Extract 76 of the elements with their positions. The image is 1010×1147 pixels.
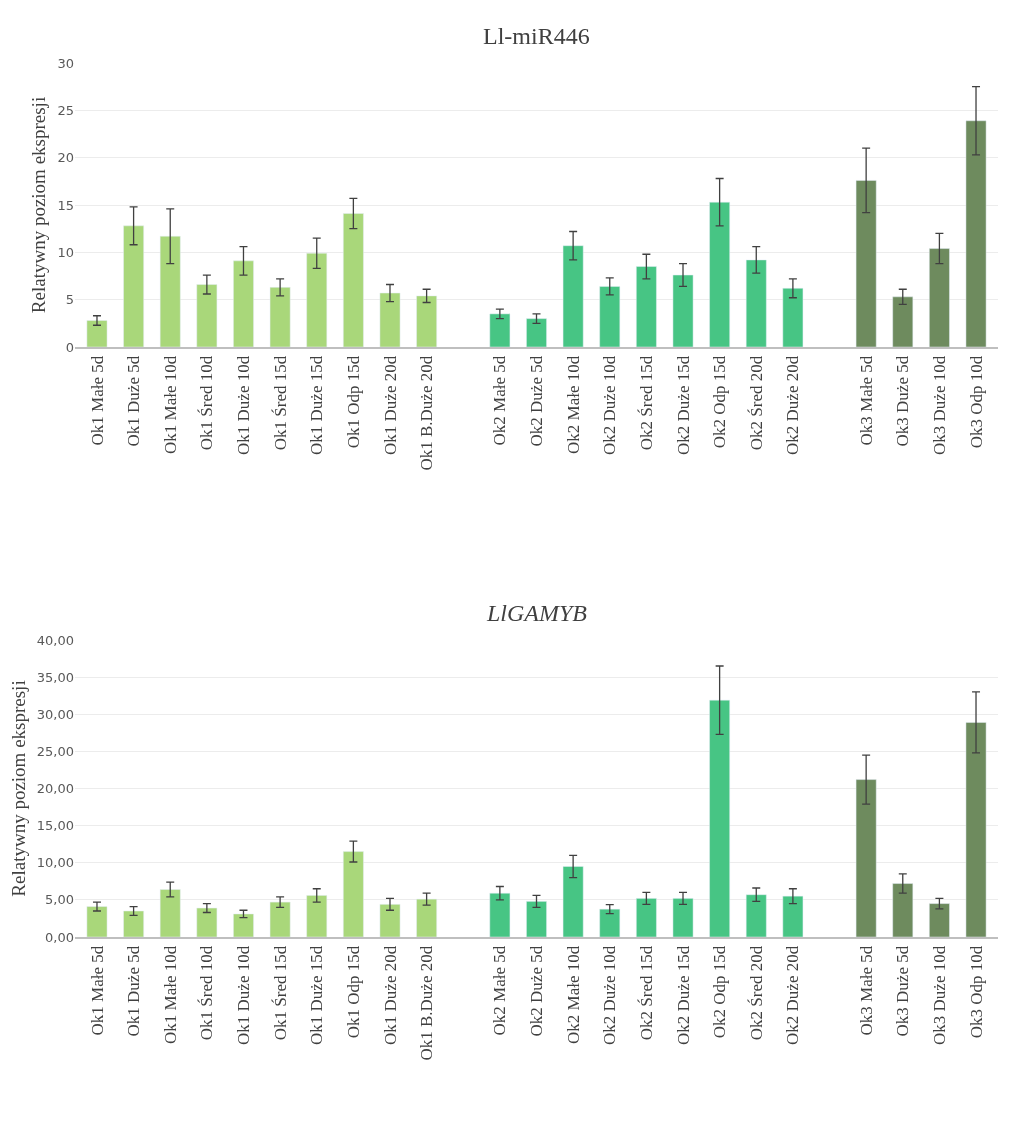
x-tick-label: Ok1 Duże 15d: [307, 945, 327, 1045]
x-tick-label: Ok1 Duże 20d: [380, 355, 400, 455]
y-tick-label: 0: [65, 339, 74, 355]
x-tick-label: Ok1 Śred 10d: [197, 945, 217, 1041]
x-tick-label: Ok3 Duże 5d: [893, 945, 913, 1037]
y-tick-label: 20: [57, 150, 74, 166]
x-tick-label: Ok3 Duże 10d: [929, 945, 949, 1045]
y-tick-label: 30: [57, 55, 74, 71]
bar: [379, 904, 401, 937]
x-tick-label: Ok2 Śred 15d: [636, 355, 656, 451]
y-tick-label: 30,00: [36, 706, 74, 722]
bar: [123, 910, 144, 937]
y-tick-label: 35,00: [36, 669, 74, 685]
y-tick-label: 20,00: [36, 781, 74, 797]
x-tick-label: Ok2 Śred 20d: [746, 945, 766, 1041]
x-tick-label: Ok3 Odp 10d: [966, 945, 986, 1039]
x-tick-label: Ok1 Duże 10d: [234, 355, 253, 455]
x-tick-label: Ok1 Odp 15d: [343, 355, 363, 449]
chart-title: LlGAMYB: [486, 600, 588, 626]
x-tick-label: Ok1 Małe 5d: [87, 945, 107, 1036]
x-tick-label: Ok2 Duże 10d: [600, 355, 620, 455]
x-tick-label: Ok3 Małe 5d: [856, 355, 876, 446]
bar: [86, 906, 108, 937]
x-tick-label: Ok1 Śred 10d: [197, 355, 217, 451]
bar: [86, 320, 108, 347]
x-tick-label: Ok3 Duże 10d: [929, 355, 949, 455]
x-tick-label: Ok1 Duże 15d: [307, 355, 327, 455]
x-tick-label: Ok3 Duże 5d: [893, 355, 913, 447]
x-tick-label: Ok1 Duże 10d: [234, 945, 253, 1045]
x-tick-label: Ok1 Małe 5d: [87, 355, 107, 446]
x-tick-label: Ok3 Małe 5d: [856, 945, 876, 1036]
y-tick-label: 25,00: [36, 743, 74, 759]
y-tick-label: 40,00: [36, 632, 74, 648]
y-tick-label: 15,00: [36, 818, 74, 834]
bar: [489, 313, 511, 347]
y-tick-label: 5: [65, 292, 74, 308]
x-tick-label: Ok2 Małe 5d: [490, 355, 510, 446]
x-tick-label: Ok2 Małe 10d: [563, 355, 583, 455]
x-tick-label: Ok2 Duże 20d: [783, 945, 803, 1045]
bar: [929, 903, 950, 937]
x-tick-label: Ok2 Odp 15d: [710, 945, 730, 1039]
bar: [526, 318, 547, 347]
x-tick-label: Ok2 Śred 20d: [746, 355, 766, 451]
x-tick-label: Ok2 Duże 5d: [527, 355, 547, 447]
y-tick-label: 5,00: [45, 892, 74, 908]
y-tick-label: 10,00: [36, 855, 74, 871]
x-tick-label: Ok1 Małe 10d: [160, 355, 180, 455]
x-tick-label: Ok1 Śred 15d: [270, 945, 290, 1041]
x-tick-label: Ok1 Śred 15d: [270, 355, 290, 451]
y-axis-title: Relatywny poziom ekspresji: [28, 96, 50, 314]
x-tick-label: Ok2 Duże 15d: [673, 945, 693, 1045]
x-tick-label: Ok1 Małe 10d: [160, 945, 180, 1045]
x-tick-label: Ok2 Odp 15d: [710, 355, 730, 449]
x-tick-label: Ok1 Odp 15d: [343, 945, 363, 1039]
x-tick-label: Ok2 Duże 10d: [600, 945, 620, 1045]
chart-title: Ll-miR446: [483, 23, 590, 49]
x-tick-label: Ok2 Duże 20d: [783, 355, 803, 455]
bar: [196, 907, 218, 937]
x-tick-label: Ok1 Duże 5d: [124, 945, 144, 1037]
x-tick-label: Ok2 Duże 15d: [673, 355, 693, 455]
x-tick-label: Ok1 Duże 20d: [380, 945, 400, 1045]
y-tick-label: 0,00: [45, 929, 74, 945]
bar: [599, 908, 621, 937]
y-tick-label: 15: [57, 197, 74, 213]
y-axis-title: Relatywny poziom ekspresji: [7, 680, 29, 897]
y-tick-label: 25: [57, 102, 74, 118]
x-tick-label: Ok1 B.Duże 20d: [417, 945, 437, 1061]
bar: [233, 913, 254, 937]
x-tick-label: Ok1 Duże 5d: [124, 355, 144, 447]
x-tick-label: Ok1 B.Duże 20d: [417, 355, 437, 471]
x-tick-label: Ok2 Duże 5d: [527, 945, 547, 1037]
x-tick-label: Ok2 Śred 15d: [636, 945, 656, 1041]
y-tick-label: 10: [57, 244, 74, 260]
x-tick-label: Ok2 Małe 10d: [563, 945, 583, 1045]
x-tick-label: Ok2 Małe 5d: [490, 945, 510, 1036]
x-tick-label: Ok3 Odp 10d: [966, 355, 986, 449]
